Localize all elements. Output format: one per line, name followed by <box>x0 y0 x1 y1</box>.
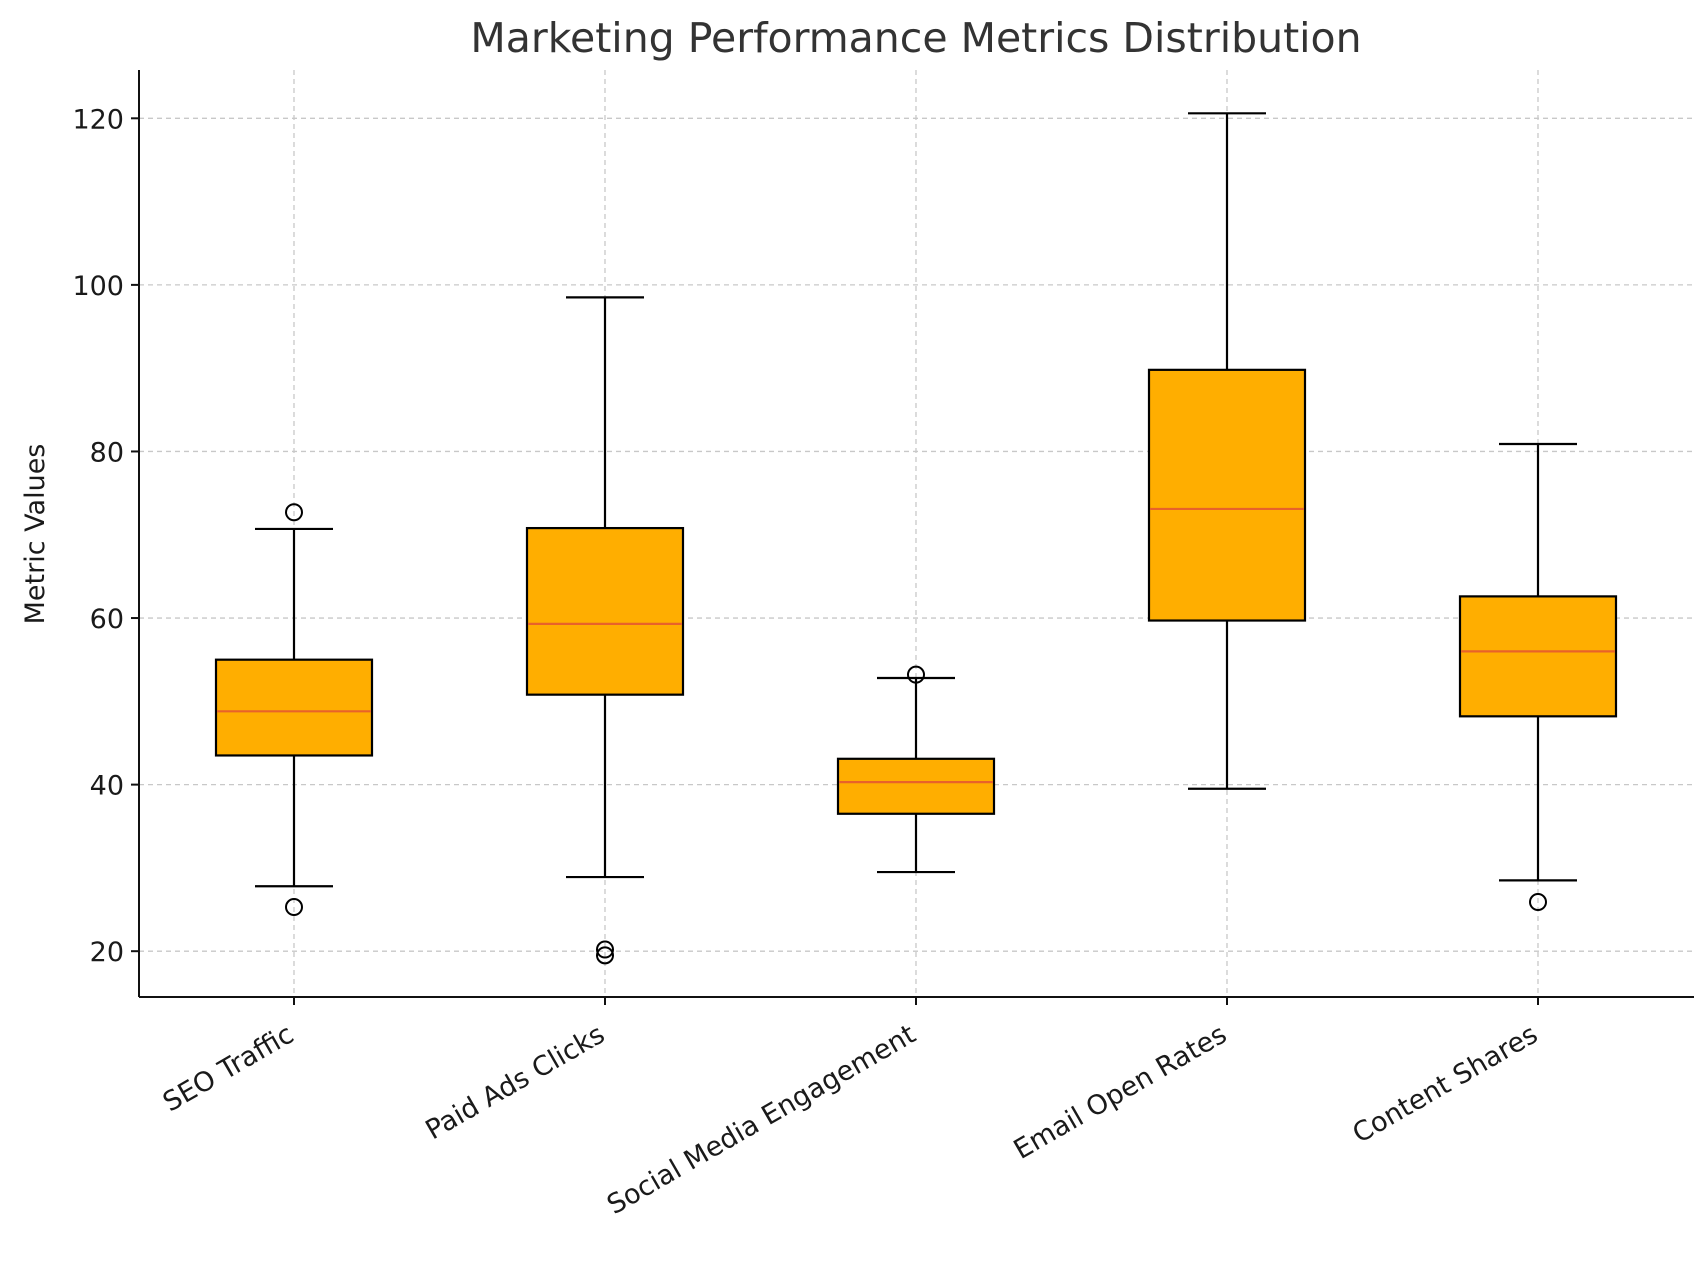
y-tick-label: 60 <box>90 604 124 635</box>
box-group-1 <box>214 503 374 917</box>
box-group-4 <box>1147 112 1307 790</box>
box-group-3 <box>836 665 996 874</box>
y-axis-label: Metric Values <box>20 444 51 625</box>
box-group-2 <box>525 296 685 965</box>
box-group-5 <box>1458 442 1618 912</box>
x-tick-label: Email Open Rates <box>1009 1019 1232 1166</box>
y-tick-label: 120 <box>72 104 124 135</box>
iqr-box <box>836 757 996 815</box>
outlier-point <box>596 940 614 959</box>
chart-title: Marketing Performance Metrics Distributi… <box>470 14 1361 62</box>
box-layer <box>214 112 1618 965</box>
x-tick-label: Content Shares <box>1348 1019 1544 1150</box>
outlier-point <box>596 946 614 965</box>
x-tick-label: SEO Traffic <box>158 1019 299 1118</box>
iqr-box <box>525 526 685 696</box>
y-tick-label: 20 <box>90 937 124 968</box>
iqr-box <box>214 658 374 757</box>
iqr-box <box>1147 368 1307 622</box>
y-tick-label: 80 <box>90 437 124 468</box>
x-tick-label: Social Media Engagement <box>602 1019 921 1221</box>
y-tick-label: 40 <box>90 771 124 802</box>
x-tick-label: Paid Ads Clicks <box>421 1019 611 1146</box>
outlier-point <box>907 665 925 684</box>
outlier-point <box>285 503 303 522</box>
outlier-point <box>1529 893 1547 912</box>
iqr-box <box>1458 595 1618 718</box>
y-tick-label: 100 <box>72 271 124 302</box>
outlier-point <box>285 898 303 917</box>
